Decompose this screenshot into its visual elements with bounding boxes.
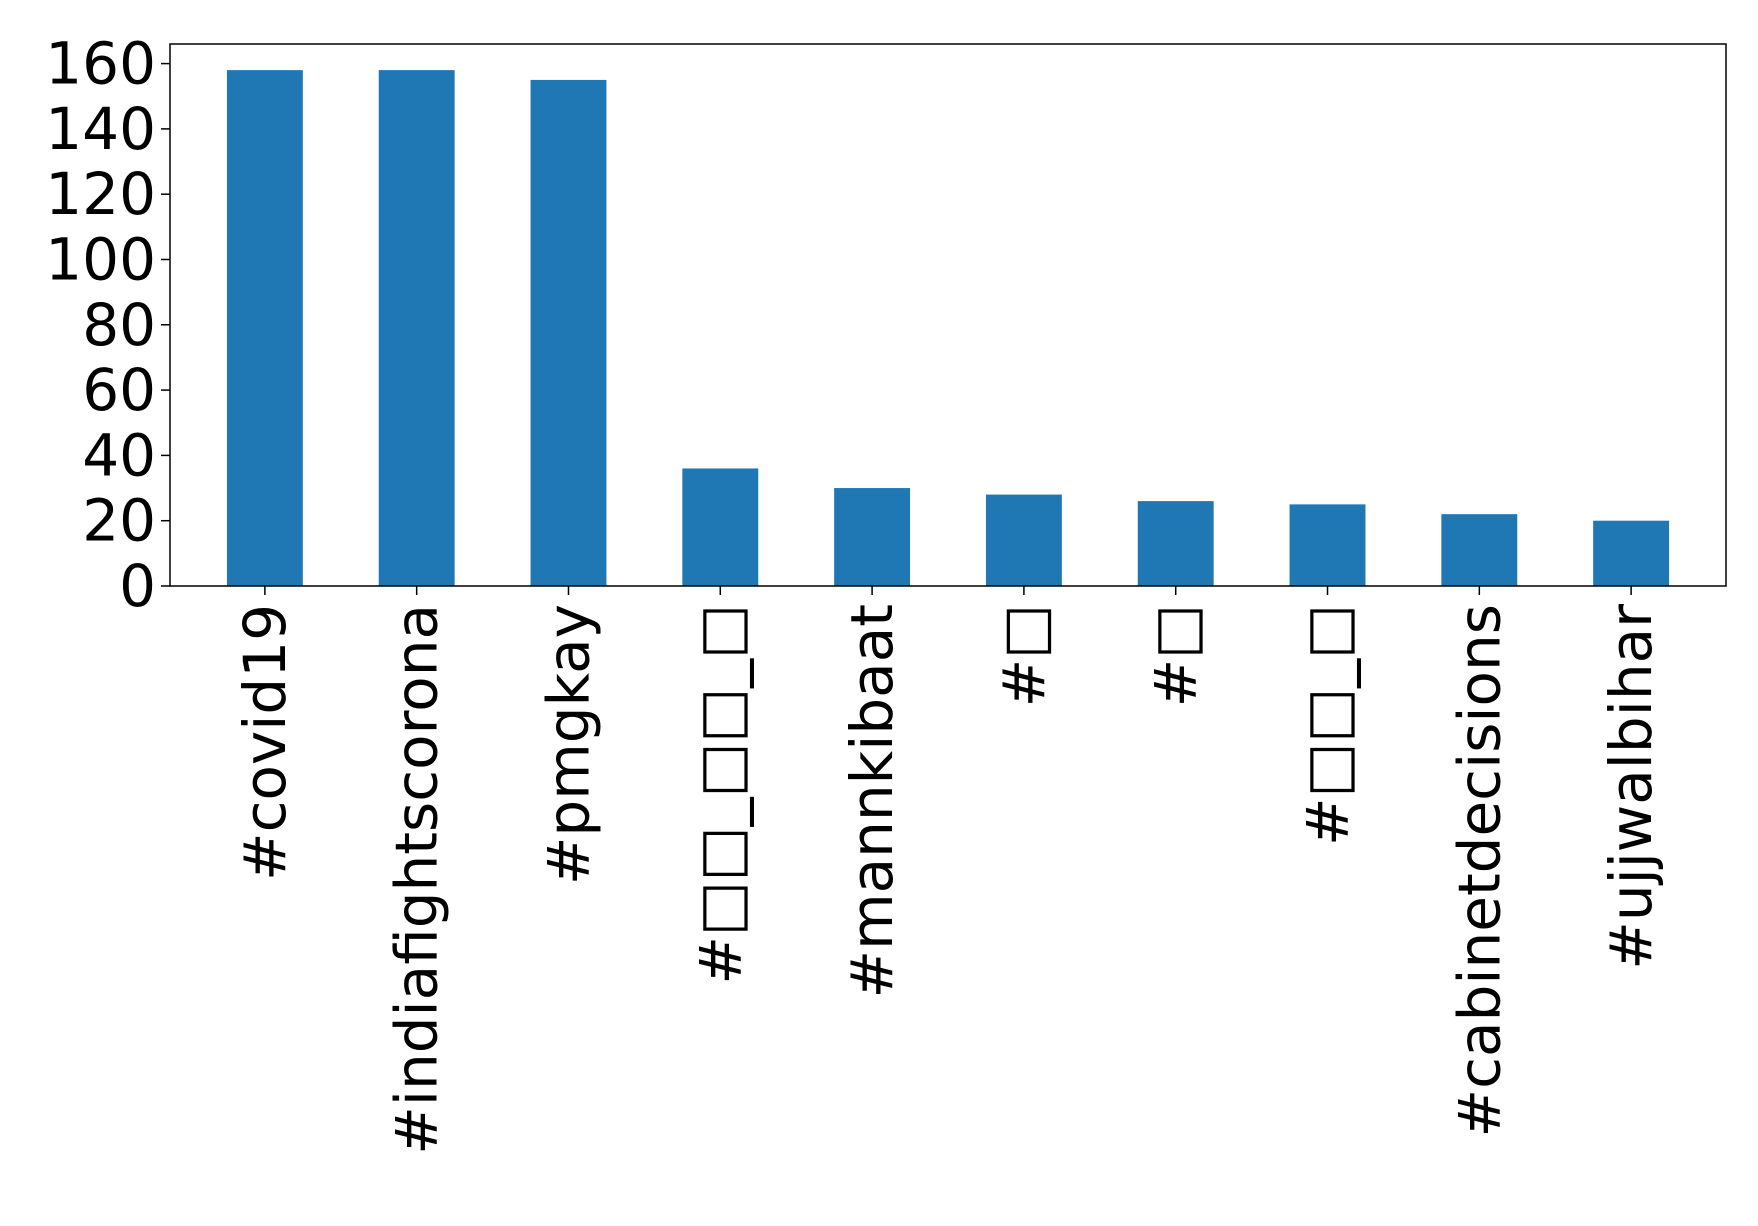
y-tick-label: 20 (82, 487, 156, 555)
bar (834, 488, 911, 586)
bar (1137, 501, 1214, 586)
x-tick-label: #ujjwalbihar (1597, 604, 1665, 970)
x-tick-label: #cabinetdecisions (1445, 604, 1513, 1137)
bar (1289, 504, 1366, 586)
bar (1441, 514, 1518, 586)
x-tick-label: #□□_□ (1294, 604, 1362, 846)
x-tick-label: #□□_□□_□ (686, 604, 754, 985)
bar (530, 79, 607, 587)
x-axis: #covid19 #indiafightscorona #pmgkay #□□_□□_… (231, 586, 1665, 1155)
x-tick-label: #covid19 (231, 604, 299, 881)
x-tick-label: #□ (990, 604, 1058, 707)
y-tick-label: 100 (45, 225, 156, 293)
x-tick-label: #□ (1142, 604, 1210, 707)
bar (1593, 520, 1670, 586)
bar (682, 468, 759, 586)
x-tick-label: #pmgkay (534, 604, 602, 885)
y-tick-label: 40 (82, 421, 156, 489)
y-tick-label: 0 (119, 552, 156, 620)
y-tick-label: 160 (45, 30, 156, 98)
y-tick-label: 140 (45, 95, 156, 163)
y-tick-label: 80 (82, 291, 156, 359)
y-tick-label: 120 (45, 160, 156, 228)
bar (378, 70, 455, 586)
plot-frame (169, 43, 1727, 587)
x-tick-label: #indiafightscorona (383, 604, 451, 1155)
bar (985, 494, 1062, 586)
y-tick-label: 60 (82, 356, 156, 424)
x-tick-label: #mannkibaat (838, 604, 906, 999)
bar (226, 70, 303, 586)
bars-group (226, 70, 1670, 587)
